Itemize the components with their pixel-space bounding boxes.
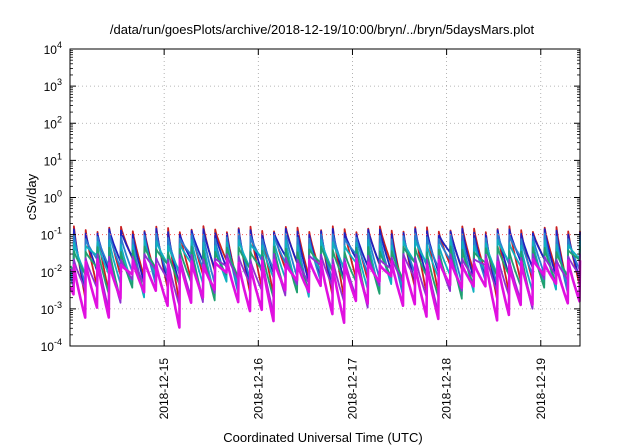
series-group — [69, 225, 582, 329]
x-axis: 2018-12-15 2018-12-16 2018-12-17 2018-12-18… — [157, 49, 548, 419]
series-line — [69, 257, 582, 329]
y-tick-label: 101 — [44, 151, 62, 168]
x-tick-label: 2018-12-15 — [157, 358, 171, 420]
x-tick-label: 2018-12-17 — [345, 358, 359, 420]
y-tick-label: 10-4 — [41, 337, 62, 354]
y-tick-label: 10-1 — [41, 226, 62, 243]
y-tick-label: 102 — [44, 114, 62, 131]
y-tick-label: 103 — [44, 77, 62, 94]
x-tick-label: 2018-12-19 — [534, 358, 548, 420]
x-tick-label: 2018-12-16 — [251, 358, 265, 420]
x-axis-label: Coordinated Universal Time (UTC) — [223, 430, 422, 445]
y-axis-label: cSv/day — [24, 173, 39, 220]
y-tick-label: 104 — [44, 40, 62, 57]
x-tick-label: 2018-12-18 — [440, 358, 454, 420]
y-tick-label: 10-2 — [41, 263, 62, 280]
y-tick-label: 10-3 — [41, 300, 62, 317]
y-tick-label: 100 — [44, 189, 62, 206]
chart-title: /data/run/goesPlots/archive/2018-12-19/1… — [110, 22, 535, 37]
y-axis: 10-4 10-3 10-2 10-1 100 101 102 103 104 — [41, 40, 580, 354]
